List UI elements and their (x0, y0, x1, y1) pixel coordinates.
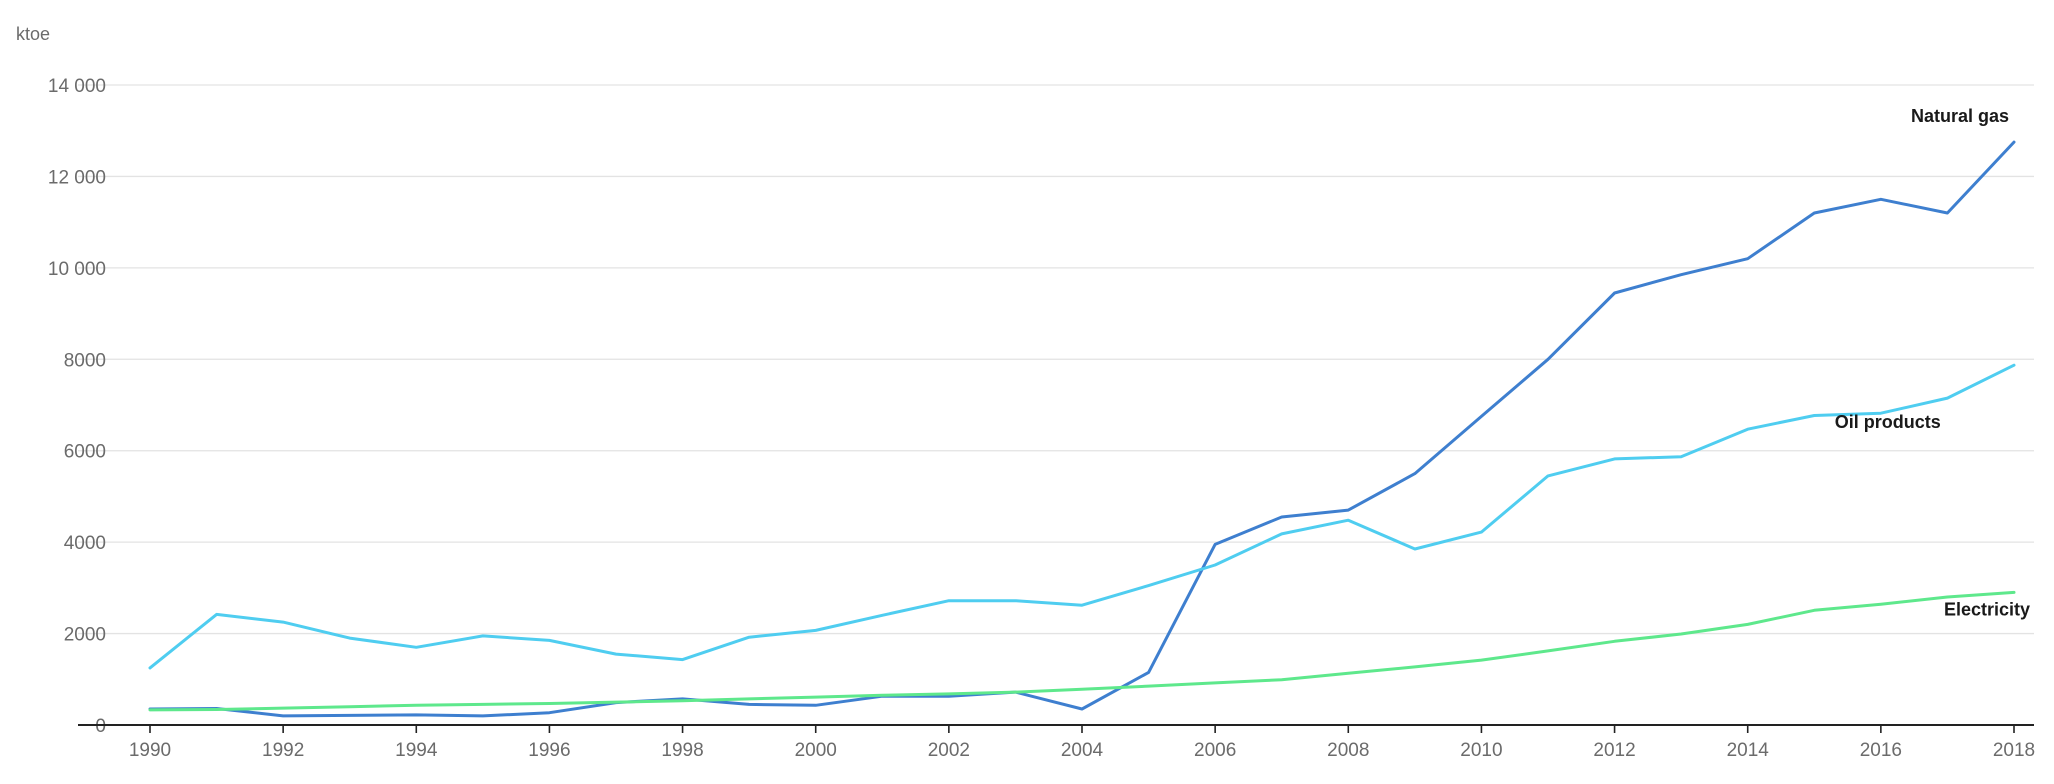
series-line-electricity (148, 590, 2016, 712)
series-label-oil-products: Oil products (1835, 412, 1941, 432)
x-tick-label-2002: 2002 (928, 740, 970, 761)
x-tick-label-1996: 1996 (528, 740, 570, 761)
series-line-natural-gas (148, 140, 2016, 718)
y-tick-label-0: 0 (95, 716, 106, 737)
y-tick-label-14000: 14 000 (48, 76, 106, 97)
series-label-electricity: Electricity (1944, 599, 2030, 619)
y-tick-label-12000: 12 000 (48, 167, 106, 188)
x-tick-label-2012: 2012 (1593, 740, 1635, 761)
y-tick-label-8000: 8000 (64, 350, 106, 371)
x-tick-label-1992: 1992 (262, 740, 304, 761)
x-tick-label-2018: 2018 (1993, 740, 2035, 761)
gridlines (78, 84, 2034, 635)
x-tick-label-2004: 2004 (1061, 740, 1104, 761)
y-tick-label-4000: 4000 (64, 533, 106, 554)
y-axis-unit-label: ktoe (16, 24, 50, 44)
series-lines (148, 140, 2016, 718)
x-tick-label-2008: 2008 (1327, 740, 1369, 761)
y-tick-label-2000: 2000 (64, 625, 106, 646)
x-tick-label-2014: 2014 (1727, 740, 1770, 761)
series-line-oil-products (148, 363, 2016, 670)
x-tick-label-1994: 1994 (395, 740, 438, 761)
x-tick-label-2016: 2016 (1860, 740, 1902, 761)
series-label-natural-gas: Natural gas (1911, 106, 2009, 126)
series-labels: Natural gas Oil products Electricity (1835, 106, 2030, 619)
x-tick-label-2010: 2010 (1460, 740, 1502, 761)
y-tick-label-6000: 6000 (64, 442, 106, 463)
y-axis-tick-labels: 0 2000 4000 6000 8000 10 000 12 000 14 000 (48, 76, 106, 737)
x-tick-label-2006: 2006 (1194, 740, 1236, 761)
y-tick-label-10000: 10 000 (48, 259, 106, 280)
x-tick-label-1998: 1998 (661, 740, 703, 761)
x-tick-label-2000: 2000 (795, 740, 837, 761)
x-axis-ticks: 1990 1992 1994 1996 1998 2000 2002 2004 2006 2008… (129, 725, 2035, 761)
x-tick-label-1990: 1990 (129, 740, 171, 761)
